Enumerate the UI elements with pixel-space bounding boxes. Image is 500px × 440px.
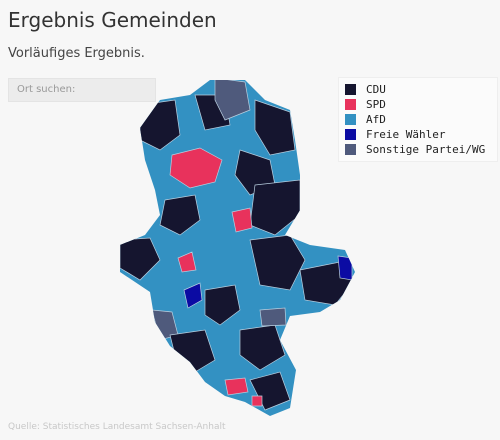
region [254, 99, 296, 156]
region [249, 179, 301, 236]
legend-item: CDU [345, 82, 497, 97]
legend-label: Freie Wähler [366, 128, 446, 141]
search-input[interactable]: Ort suchen: [8, 78, 156, 102]
region [183, 282, 203, 309]
legend-label: CDU [366, 83, 386, 96]
subtitle: Vorläufiges Ergebnis. [8, 46, 145, 61]
region [337, 255, 353, 281]
region [177, 251, 197, 273]
legend: CDU SPD AfD Freie Wähler Sonstige Partei/WG [338, 77, 498, 162]
title: Ergebnis Gemeinden [8, 8, 217, 32]
region [251, 395, 263, 407]
legend-item: Sonstige Partei/WG [345, 142, 497, 157]
legend-item: SPD [345, 97, 497, 112]
legend-label: AfD [366, 113, 386, 126]
region [259, 307, 287, 327]
source: Quelle: Statistisches Landesamt Sachsen-… [8, 422, 226, 432]
legend-label: SPD [366, 98, 386, 111]
legend-item: Freie Wähler [345, 127, 497, 142]
legend-item: AfD [345, 112, 497, 127]
legend-label: Sonstige Partei/WG [366, 143, 486, 156]
legend-swatch [345, 84, 356, 95]
region [159, 194, 201, 236]
region [120, 237, 161, 281]
legend-swatch [345, 144, 356, 155]
legend-swatch [345, 99, 356, 110]
legend-swatch [345, 129, 356, 140]
region [249, 234, 306, 291]
region [224, 377, 249, 396]
region [169, 147, 223, 189]
region [231, 207, 253, 233]
municipalities [120, 80, 355, 416]
legend-swatch [345, 114, 356, 125]
region [204, 284, 241, 326]
region [214, 80, 251, 121]
